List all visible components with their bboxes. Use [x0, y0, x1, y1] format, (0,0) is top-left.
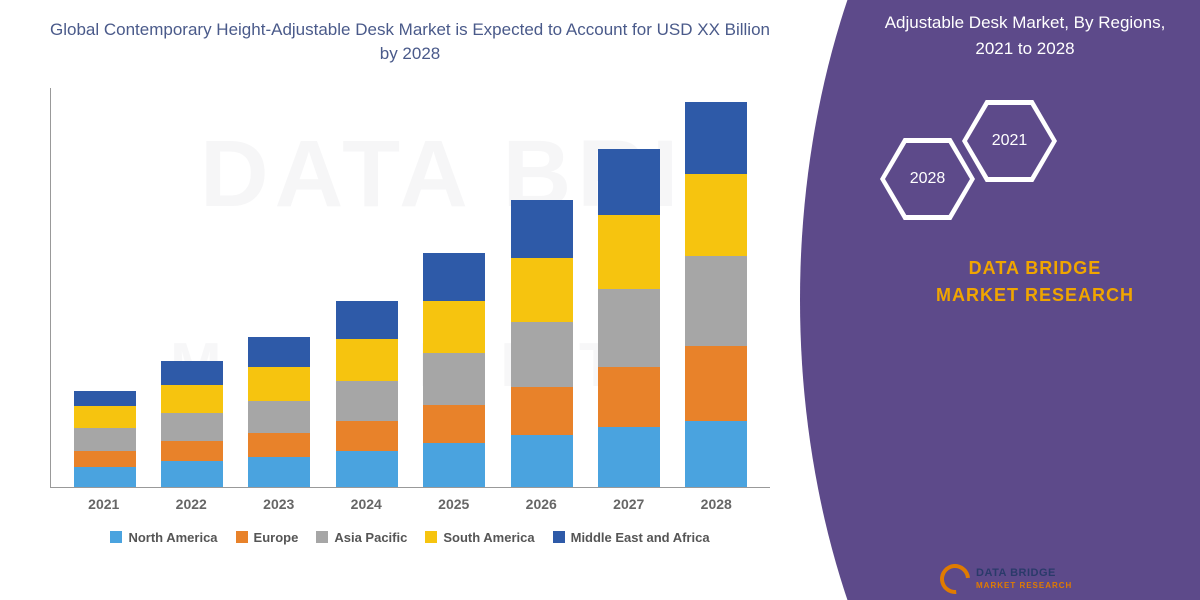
footer-logo: DATA BRIDGE MARKET RESEARCH	[940, 564, 1072, 594]
bar-segment	[598, 149, 660, 215]
chart-panel: DATA BRI M A R K E T Global Contemporary…	[0, 0, 800, 600]
bar-stack	[74, 391, 136, 487]
bar-segment	[423, 253, 485, 301]
brand-line1: DATA BRIDGE	[969, 258, 1102, 278]
bar-segment	[511, 435, 573, 487]
bar-segment	[336, 381, 398, 421]
legend-swatch	[553, 531, 565, 543]
bar-segment	[423, 405, 485, 443]
x-axis-label: 2023	[248, 496, 310, 512]
legend-swatch	[316, 531, 328, 543]
bar-segment	[685, 346, 747, 421]
legend-swatch	[110, 531, 122, 543]
side-panel: Adjustable Desk Market, By Regions, 2021…	[800, 0, 1200, 600]
bar-segment	[161, 385, 223, 413]
legend-item: Asia Pacific	[316, 530, 407, 545]
bar-stack	[598, 149, 660, 487]
bars-row	[51, 88, 770, 487]
logo-text: DATA BRIDGE MARKET RESEARCH	[976, 567, 1072, 591]
legend-item: Middle East and Africa	[553, 530, 710, 545]
bar-segment	[74, 451, 136, 467]
logo-sub: MARKET RESEARCH	[976, 581, 1072, 590]
x-axis-label: 2022	[160, 496, 222, 512]
x-axis-labels: 2021 2022 2023 2024 2025 2026 2027 2028	[50, 488, 770, 512]
plot-area	[50, 88, 770, 488]
bar-segment	[598, 215, 660, 289]
bar-stack	[423, 253, 485, 487]
bar-segment	[423, 443, 485, 487]
bar-segment	[161, 361, 223, 385]
bar-segment	[248, 433, 310, 457]
bar-segment	[248, 401, 310, 433]
bar-segment	[248, 337, 310, 367]
bar-segment	[161, 461, 223, 487]
x-axis-label: 2027	[598, 496, 660, 512]
bar-segment	[598, 289, 660, 367]
bar-segment	[336, 451, 398, 487]
bar-segment	[423, 301, 485, 353]
chart-title: Global Contemporary Height-Adjustable De…	[50, 18, 770, 66]
bar-segment	[74, 406, 136, 428]
bar-stack	[161, 361, 223, 487]
bar-segment	[511, 322, 573, 387]
bar-stack	[336, 301, 398, 487]
bar-stack	[248, 337, 310, 487]
bar-segment	[685, 421, 747, 487]
bar-segment	[74, 391, 136, 406]
legend-label: South America	[443, 530, 534, 545]
bar-segment	[598, 427, 660, 487]
x-axis-label: 2024	[335, 496, 397, 512]
legend-label: Middle East and Africa	[571, 530, 710, 545]
logo-mark-icon	[934, 558, 976, 600]
x-axis-label: 2028	[685, 496, 747, 512]
bar-segment	[598, 367, 660, 427]
bar-segment	[685, 174, 747, 256]
bar-segment	[685, 256, 747, 346]
brand-line2: MARKET RESEARCH	[936, 285, 1134, 305]
x-axis-label: 2021	[73, 496, 135, 512]
bar-segment	[336, 421, 398, 451]
bar-segment	[161, 441, 223, 461]
logo-name: DATA BRIDGE	[976, 567, 1056, 579]
bar-stack	[511, 200, 573, 487]
x-axis-label: 2026	[510, 496, 572, 512]
legend-item: Europe	[236, 530, 299, 545]
legend-label: Europe	[254, 530, 299, 545]
bar-segment	[74, 428, 136, 451]
legend-label: North America	[128, 530, 217, 545]
legend-swatch	[236, 531, 248, 543]
bar-stack	[685, 102, 747, 487]
root: DATA BRI M A R K E T Global Contemporary…	[0, 0, 1200, 600]
bar-segment	[685, 102, 747, 174]
brand-text: DATA BRIDGE MARKET RESEARCH	[890, 255, 1180, 309]
bar-segment	[336, 301, 398, 339]
bar-segment	[74, 467, 136, 487]
legend-label: Asia Pacific	[334, 530, 407, 545]
bar-segment	[423, 353, 485, 405]
bar-segment	[161, 413, 223, 441]
bar-segment	[511, 200, 573, 258]
legend-item: South America	[425, 530, 534, 545]
bar-segment	[248, 367, 310, 401]
legend-item: North America	[110, 530, 217, 545]
legend: North America Europe Asia Pacific South Ame…	[50, 530, 770, 545]
side-title: Adjustable Desk Market, By Regions, 2021…	[870, 10, 1180, 61]
bar-segment	[248, 457, 310, 487]
bar-segment	[336, 339, 398, 381]
bar-segment	[511, 387, 573, 435]
bar-segment	[511, 258, 573, 322]
legend-swatch	[425, 531, 437, 543]
x-axis-label: 2025	[423, 496, 485, 512]
